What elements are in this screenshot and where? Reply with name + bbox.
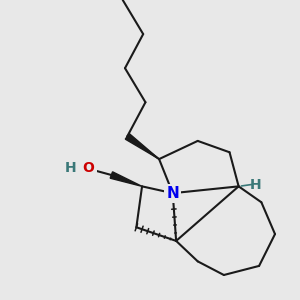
Text: O: O xyxy=(83,161,94,175)
Text: H: H xyxy=(250,178,262,192)
Polygon shape xyxy=(110,172,142,186)
Text: H: H xyxy=(64,161,76,175)
Polygon shape xyxy=(125,134,159,159)
Text: N: N xyxy=(167,186,179,201)
